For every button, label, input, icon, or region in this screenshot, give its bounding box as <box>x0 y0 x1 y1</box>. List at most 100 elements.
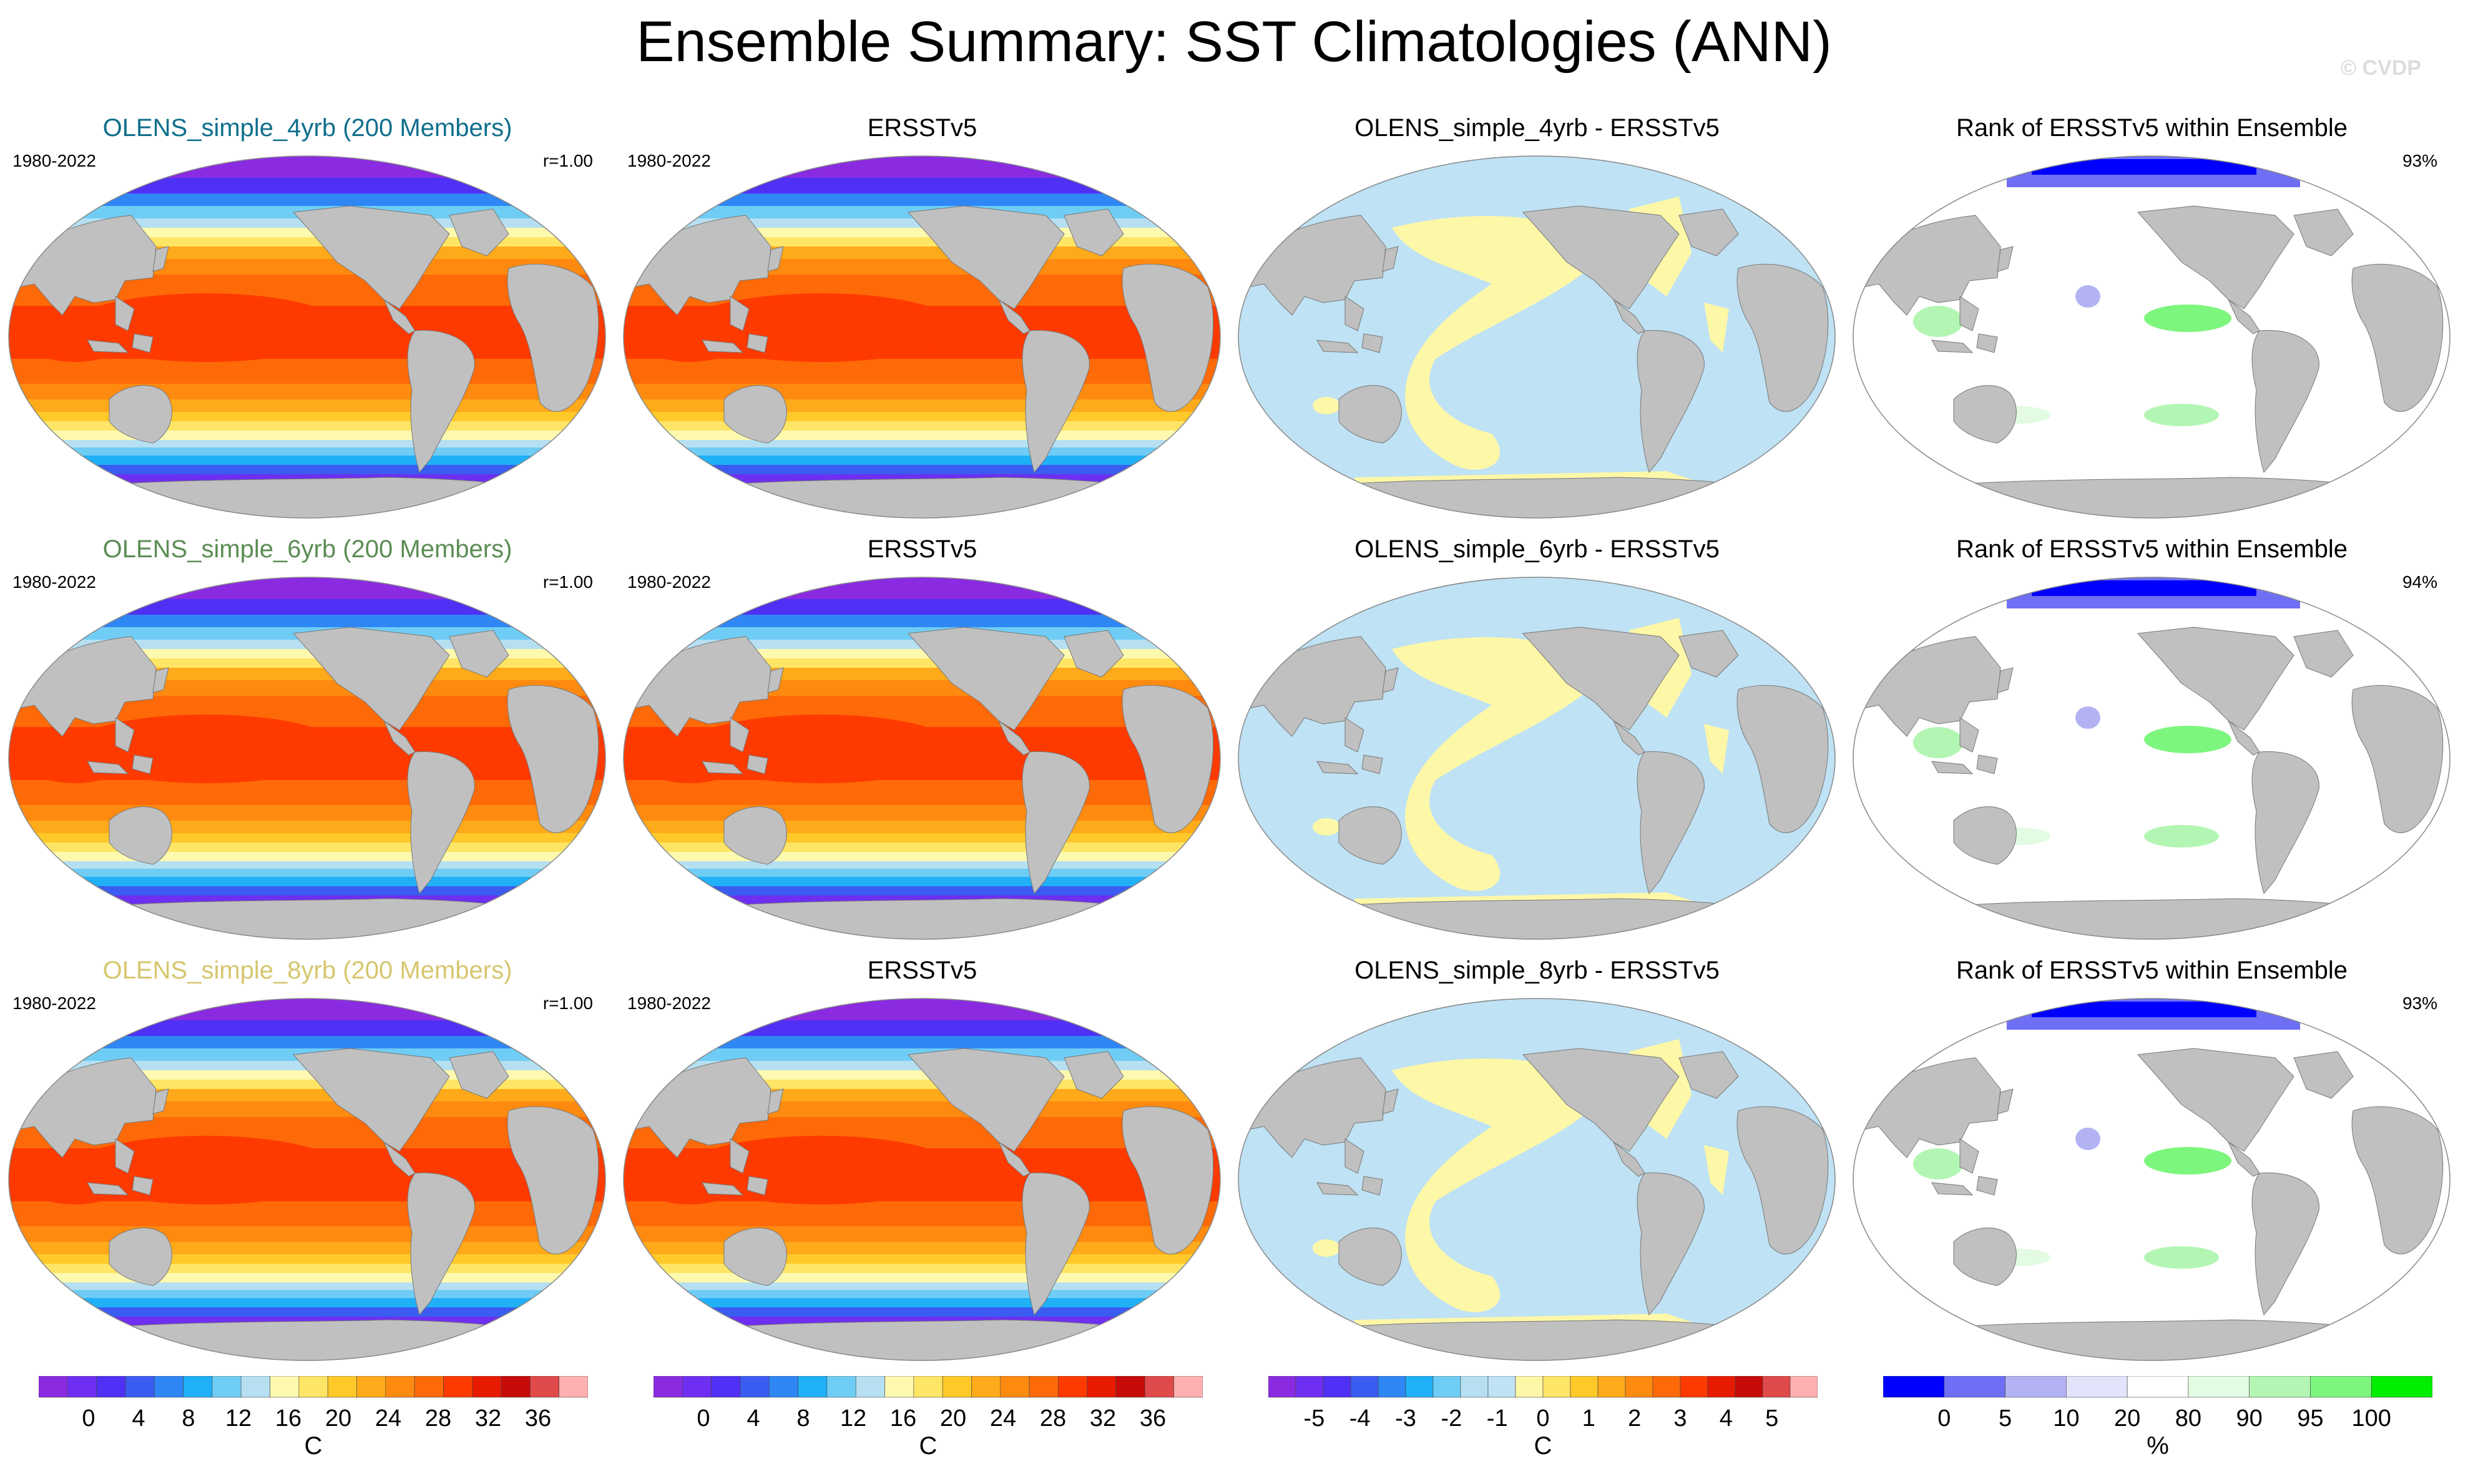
colorbar-swatch <box>1323 1376 1351 1398</box>
colorbar-unit-label: % <box>2147 1432 2169 1460</box>
colorbar-swatch <box>559 1376 588 1398</box>
colorbar-swatch <box>1883 1376 1945 1398</box>
colorbar-swatch <box>2249 1376 2311 1398</box>
rank-map <box>1853 155 2451 519</box>
colorbar-tick-label: 4 <box>132 1405 145 1432</box>
colorbar-swatch <box>154 1376 184 1398</box>
sst-map <box>8 998 606 1361</box>
colorbar-swatch <box>443 1376 473 1398</box>
sst-map <box>8 577 606 940</box>
colorbar-swatch <box>1570 1376 1599 1398</box>
panel-ensemble-row2: OLENS_simple_6yrb (200 Members) 1980-202… <box>0 527 615 949</box>
colorbar-tick-label: 3 <box>1673 1405 1687 1432</box>
colorbar-tick-label: 4 <box>1720 1405 1733 1432</box>
panel-diff-row2: OLENS_simple_6yrb - ERSSTv5 <box>1230 527 1844 949</box>
colorbar-swatch <box>67 1376 97 1398</box>
colorbar-swatch <box>2005 1376 2067 1398</box>
colorbar-swatch <box>1680 1376 1708 1398</box>
colorbar-swatch <box>1790 1376 1818 1398</box>
colorbar-tick-label: 4 <box>747 1405 760 1432</box>
colorbar-tick-label: 36 <box>1140 1405 1166 1432</box>
colorbar-swatch <box>298 1376 328 1398</box>
colorbar-swatch <box>1944 1376 2005 1398</box>
figure-title: Ensemble Summary: SST Climatologies (ANN… <box>636 10 1832 74</box>
colorbar-swatch <box>2371 1376 2432 1398</box>
colorbar-swatch <box>1762 1376 1791 1398</box>
colorbar-swatch <box>501 1376 531 1398</box>
colorbar-swatch <box>1652 1376 1681 1398</box>
panel-title: Rank of ERSSTv5 within Ensemble <box>1956 957 2348 984</box>
colorbar-swatch <box>1405 1376 1434 1398</box>
panel-title: ERSSTv5 <box>867 535 977 563</box>
panel-diff-row1: OLENS_simple_4yrb - ERSSTv5 <box>1230 106 1844 527</box>
panel-title: Rank of ERSSTv5 within Ensemble <box>1956 535 2348 563</box>
colorbar-swatch <box>2127 1376 2189 1398</box>
colorbar-swatch <box>2310 1376 2372 1398</box>
colorbar-sst-ensemble: 0 4 8 12 16 20 24 28 32 36 C <box>39 1376 588 1476</box>
rank-percent: 93% <box>2402 993 2437 1013</box>
colorbar-swatch <box>971 1376 1001 1398</box>
sst-map <box>623 577 1221 940</box>
colorbar-swatch <box>2188 1376 2250 1398</box>
watermark: © CVDP <box>2341 56 2421 80</box>
colorbar-tick-label: 24 <box>375 1405 401 1432</box>
colorbar-tick-label: 2 <box>1628 1405 1641 1432</box>
colorbar-unit-label: C <box>305 1432 323 1460</box>
colorbar-swatch <box>1432 1376 1461 1398</box>
colorbar-swatch <box>798 1376 828 1398</box>
colorbar-swatch <box>96 1376 126 1398</box>
panel-obs-row2: ERSSTv5 1980-2022 <box>615 527 1230 949</box>
colorbar-swatch <box>530 1376 559 1398</box>
colorbar-swatch <box>913 1376 943 1398</box>
colorbar-tick-label: 5 <box>1999 1405 2012 1432</box>
colorbar-tick-label: 20 <box>2114 1405 2140 1432</box>
colorbar-swatch <box>1487 1376 1516 1398</box>
panel-diff-row3: OLENS_simple_8yrb - ERSSTv5 <box>1230 949 1844 1370</box>
colorbar-swatch <box>1625 1376 1653 1398</box>
colorbar-swatch <box>270 1376 300 1398</box>
panel-rank-row3: Rank of ERSSTv5 within Ensemble 93% <box>1844 949 2459 1370</box>
difference-map <box>1238 155 1836 519</box>
colorbar-swatch <box>1460 1376 1489 1398</box>
colorbar-swatch <box>711 1376 741 1398</box>
colorbar-rank: 0 5 10 20 80 90 95 100% <box>1883 1376 2432 1476</box>
colorbar-tick-label: 12 <box>225 1405 252 1432</box>
panel-title: Rank of ERSSTv5 within Ensemble <box>1956 114 2348 142</box>
colorbar-swatch <box>1707 1376 1736 1398</box>
colorbar-tick-label: -2 <box>1441 1405 1462 1432</box>
panel-title: ERSSTv5 <box>867 114 977 142</box>
colorbar-swatch <box>1145 1376 1174 1398</box>
colorbar-unit-label: C <box>1534 1432 1552 1460</box>
colorbar-tick-label: 32 <box>1090 1405 1116 1432</box>
colorbar-tick-label: 20 <box>940 1405 966 1432</box>
colorbar-swatch <box>212 1376 242 1398</box>
period-label: 1980-2022 <box>627 151 711 170</box>
colorbar-graphic: 0 5 10 20 80 90 95 100% <box>1883 1376 2432 1460</box>
difference-map <box>1238 577 1836 940</box>
colorbar-tick-label: 1 <box>1582 1405 1595 1432</box>
colorbar-swatch <box>826 1376 856 1398</box>
period-label: 1980-2022 <box>627 572 711 592</box>
colorbar-tick-label: 16 <box>890 1405 916 1432</box>
rank-map <box>1853 998 2451 1361</box>
colorbar-swatch <box>2066 1376 2128 1398</box>
colorbar-swatch <box>1087 1376 1117 1398</box>
colorbar-swatch <box>654 1376 683 1398</box>
colorbar-swatch <box>356 1376 386 1398</box>
colorbar-swatch <box>768 1376 798 1398</box>
panel-obs-row3: ERSSTv5 1980-2022 <box>615 949 1230 1370</box>
colorbar-swatch <box>125 1376 155 1398</box>
colorbar-tick-label: 16 <box>275 1405 301 1432</box>
colorbar-tick-label: 10 <box>2053 1405 2079 1432</box>
colorbar-swatch <box>1000 1376 1030 1398</box>
sst-map <box>623 155 1221 519</box>
colorbar-tick-label: 32 <box>475 1405 501 1432</box>
colorbar-swatch <box>1268 1376 1296 1398</box>
colorbar-tick-label: -4 <box>1349 1405 1371 1432</box>
panel-title: ERSSTv5 <box>867 957 977 984</box>
rank-map <box>1853 577 2451 940</box>
sst-map <box>8 155 606 519</box>
colorbar-swatch <box>884 1376 914 1398</box>
colorbar-tick-label: -3 <box>1395 1405 1416 1432</box>
colorbar-tick-label: 100 <box>2352 1405 2391 1432</box>
